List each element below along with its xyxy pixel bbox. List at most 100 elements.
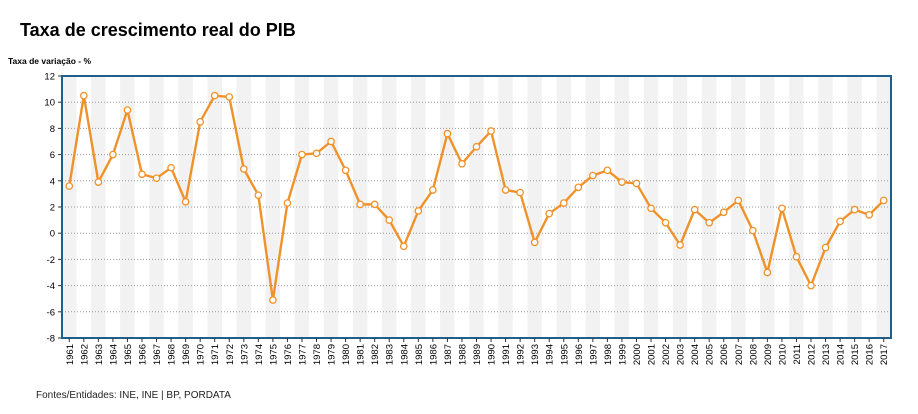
- column-band: [876, 76, 891, 338]
- column-band: [541, 76, 557, 338]
- x-tick-label: 1985: [414, 344, 425, 365]
- column-band: [425, 76, 441, 338]
- x-tick-label: 1962: [79, 344, 90, 365]
- x-tick-label: 1963: [94, 344, 105, 365]
- data-point: [152, 174, 161, 183]
- data-point: [589, 171, 597, 180]
- x-tick-label: 1974: [254, 344, 265, 365]
- x-tick-label: 1968: [167, 344, 178, 365]
- data-point: [603, 166, 612, 175]
- x-tick-label: 2001: [647, 344, 658, 365]
- x-tick-label: 1988: [457, 344, 468, 365]
- data-point: [647, 204, 655, 213]
- column-band: [629, 76, 644, 338]
- x-tick-label: 1961: [65, 344, 76, 365]
- y-tick-label: -8: [47, 334, 55, 345]
- x-tick-label: 2017: [879, 344, 890, 365]
- data-point: [225, 93, 234, 101]
- data-point: [138, 170, 146, 179]
- x-tick-label: 1981: [356, 344, 367, 365]
- column-band: [62, 76, 77, 338]
- column-band: [498, 76, 513, 338]
- column-band: [207, 76, 222, 338]
- column-band: [396, 76, 412, 338]
- x-tick-label: 1989: [472, 344, 483, 365]
- x-tick-label: 2014: [836, 344, 847, 365]
- y-tick-label: -2: [47, 255, 55, 266]
- data-point: [632, 179, 641, 188]
- data-point: [530, 238, 539, 247]
- y-tick-label: 2: [50, 203, 55, 214]
- x-tick-label: 1992: [516, 344, 527, 365]
- x-tick-label: 2004: [690, 344, 701, 365]
- x-tick-label: 2000: [632, 344, 643, 365]
- data-point: [661, 218, 670, 227]
- x-tick-label: 1965: [123, 344, 134, 365]
- x-tick-label: 1993: [530, 344, 541, 365]
- data-point: [879, 196, 888, 205]
- data-point: [327, 137, 335, 146]
- data-point: [501, 186, 510, 194]
- y-tick-label: 12: [44, 72, 55, 83]
- column-band: [701, 76, 717, 338]
- data-point: [356, 200, 364, 209]
- data-point: [94, 178, 103, 186]
- data-point: [690, 205, 699, 214]
- column-band: [120, 76, 135, 338]
- x-tick-label: 1990: [487, 344, 498, 365]
- y-tick-label: 0: [50, 229, 55, 240]
- x-tick-label: 2011: [792, 344, 803, 364]
- data-point: [123, 106, 132, 114]
- column-band: [527, 76, 542, 338]
- data-point: [239, 165, 248, 173]
- x-tick-label: 2003: [676, 344, 687, 365]
- column-band: [251, 76, 266, 338]
- x-tick-label: 1982: [370, 344, 381, 365]
- column-band: [323, 76, 339, 338]
- x-tick-label: 1980: [341, 344, 352, 365]
- column-band: [818, 76, 833, 338]
- y-axis-label: Taxa de variação - %: [8, 56, 91, 66]
- y-tick-label: 6: [50, 150, 55, 161]
- x-tick-label: 1978: [312, 344, 323, 365]
- x-tick-label: 1977: [297, 344, 308, 365]
- data-point: [312, 149, 321, 158]
- x-tick-label: 1996: [574, 344, 585, 365]
- x-tick-label: 2002: [661, 344, 672, 365]
- column-band: [221, 76, 237, 338]
- x-tick-label: 1983: [385, 344, 396, 365]
- column-band: [163, 76, 179, 338]
- x-tick-label: 1970: [196, 344, 207, 365]
- data-point: [559, 199, 568, 207]
- data-point: [414, 207, 423, 215]
- data-point: [836, 217, 844, 226]
- data-point: [545, 209, 554, 218]
- x-tick-label: 1986: [428, 344, 439, 365]
- data-point: [181, 197, 190, 206]
- column-band: [803, 76, 819, 338]
- data-point: [167, 163, 175, 172]
- y-tick-label: -4: [47, 281, 55, 292]
- x-tick-label: 2008: [748, 344, 759, 365]
- x-tick-label: 1971: [210, 344, 221, 365]
- data-point: [676, 241, 684, 249]
- x-tick-label: 2012: [807, 344, 818, 365]
- x-tick-label: 1967: [152, 344, 163, 365]
- x-tick-label: 1964: [108, 344, 119, 365]
- x-tick-label: 1998: [603, 344, 614, 365]
- x-tick-label: 1975: [268, 344, 279, 365]
- data-point: [429, 186, 437, 194]
- x-tick-label: 1966: [137, 344, 148, 365]
- x-tick-label: 1995: [559, 344, 570, 365]
- column-band: [832, 76, 848, 338]
- data-point: [821, 243, 830, 252]
- data-point: [210, 91, 219, 100]
- column-band: [294, 76, 310, 338]
- y-tick-label: 8: [50, 124, 55, 135]
- data-point: [196, 118, 205, 126]
- data-point: [385, 216, 394, 224]
- data-point: [719, 208, 728, 217]
- x-tick-label: 2010: [777, 344, 788, 365]
- x-tick-label: 1984: [399, 344, 410, 365]
